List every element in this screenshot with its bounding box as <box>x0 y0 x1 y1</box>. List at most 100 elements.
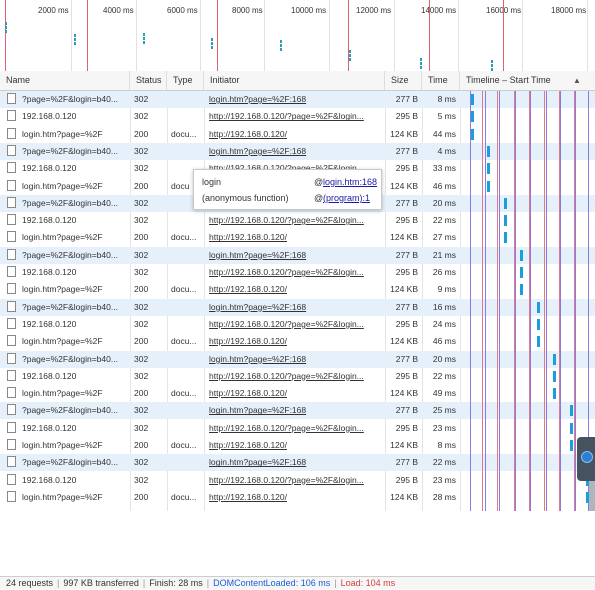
table-row[interactable]: login.htm?page=%2F 200 docu... http://192.1… <box>0 281 595 298</box>
table-row[interactable]: ?page=%2F&login=b40... 302 login.htm?page=… <box>0 298 595 316</box>
request-initiator-link[interactable]: login.htm?page=%2F:168 <box>209 457 307 468</box>
table-row[interactable]: login.htm?page=%2F 200 docu... http://192.1… <box>0 229 595 246</box>
request-initiator-link[interactable]: http://192.168.0.120/ <box>209 388 287 399</box>
table-row[interactable]: 192.168.0.120 302 http://192.168.0.120/?pa… <box>0 160 595 177</box>
floating-widget[interactable] <box>577 437 595 481</box>
table-row[interactable]: login.htm?page=%2F 200 docu... http://192.1… <box>0 385 595 402</box>
stack-frame-link[interactable]: login.htm:168 <box>323 177 378 187</box>
request-time: 8 ms <box>437 440 456 450</box>
overview-request-tick <box>5 22 7 25</box>
dom-content-loaded-marker <box>546 91 547 511</box>
sort-ascending-icon[interactable]: ▲ <box>573 76 581 85</box>
column-name[interactable]: Name <box>0 71 130 90</box>
request-initiator-link[interactable]: http://192.168.0.120/?page=%2F&login... <box>209 215 364 226</box>
timeline-bar[interactable] <box>553 388 556 400</box>
request-time: 16 ms <box>432 301 456 312</box>
request-name: login.htm?page=%2F <box>22 388 103 399</box>
column-time[interactable]: Time <box>422 71 460 90</box>
request-status: 200 <box>134 180 149 191</box>
column-timeline[interactable]: Timeline – Start Time ▲ <box>460 71 595 90</box>
request-initiator-link[interactable]: http://192.168.0.120/ <box>209 336 287 347</box>
document-icon <box>7 439 16 450</box>
request-initiator-link[interactable]: http://192.168.0.120/?page=%2F&login... <box>209 318 364 329</box>
request-name: ?page=%2F&login=b40... <box>22 353 118 364</box>
request-initiator-link[interactable]: login.htm?page=%2F:168 <box>209 94 307 104</box>
timeline-bar[interactable] <box>570 440 573 451</box>
timeline-bar[interactable] <box>504 215 507 227</box>
timeline-bar[interactable] <box>487 180 490 192</box>
timeline-bar[interactable] <box>471 128 474 140</box>
stack-frame-link[interactable]: (program):1 <box>323 193 371 203</box>
table-row[interactable]: login.htm?page=%2F 200 docu... http://192.1… <box>0 437 595 454</box>
timeline-bar[interactable] <box>520 284 523 296</box>
column-type[interactable]: Type <box>167 71 204 90</box>
overview-gridline <box>136 0 137 71</box>
table-row[interactable]: login.htm?page=%2F 200 docu... http://192.1… <box>0 126 595 143</box>
timeline-bar[interactable] <box>537 318 540 330</box>
request-initiator-link[interactable]: http://192.168.0.120/?page=%2F&login... <box>209 267 364 277</box>
request-initiator-link[interactable]: http://192.168.0.120/ <box>209 232 287 243</box>
document-icon <box>7 335 16 347</box>
table-row[interactable]: login.htm?page=%2F 200 docu... http://192.1… <box>0 333 595 350</box>
request-initiator-link[interactable]: login.htm?page=%2F:168 <box>209 249 307 260</box>
table-row[interactable]: ?page=%2F&login=b40... 302 login.htm?page=… <box>0 246 595 264</box>
timeline-bar[interactable] <box>471 94 474 105</box>
overview-load-marker <box>217 0 218 71</box>
request-initiator-link[interactable]: http://192.168.0.120/?page=%2F&login... <box>205 160 383 177</box>
timeline-bar[interactable] <box>487 145 490 157</box>
table-row[interactable]: ?page=%2F&login=b40... 302 login.htm?page=… <box>0 142 595 160</box>
request-initiator-link[interactable]: http://192.168.0.120/?page=%2F&login... <box>209 474 364 485</box>
table-row[interactable]: ?page=%2F&login=b40... 302 login.htm?page=… <box>0 91 595 108</box>
request-initiator-link[interactable]: http://192.168.0.120/ <box>209 284 287 295</box>
timeline-bar[interactable] <box>471 111 474 123</box>
request-initiator-link[interactable]: http://192.168.0.120/?page=%2F&login... <box>209 370 364 381</box>
request-initiator-link[interactable]: http://192.168.0.120/ <box>209 491 287 502</box>
request-initiator-link[interactable]: http://192.168.0.120/ <box>209 128 287 139</box>
timeline-bar[interactable] <box>487 163 490 175</box>
initiator-tooltip: login @ login.htm:168 (anonymous functio… <box>193 169 382 210</box>
table-row[interactable]: 192.168.0.120 302 http://192.168.0.120/?pa… <box>0 212 595 229</box>
table-row[interactable]: ?page=%2F&login=b40... 302 login.htm?page=… <box>0 454 595 472</box>
timeline-bar[interactable] <box>520 249 523 261</box>
timeline-bar[interactable] <box>504 197 507 209</box>
table-row[interactable]: 192.168.0.120 302 http://192.168.0.120/?pa… <box>0 368 595 385</box>
overview-request-tick <box>5 26 7 29</box>
column-status[interactable]: Status <box>130 71 167 90</box>
overview-request-tick <box>420 66 422 69</box>
document-icon <box>7 421 16 433</box>
request-initiator-link[interactable]: http://192.168.0.120/ <box>209 440 287 450</box>
timeline-overview[interactable]: 2000 ms 4000 ms 6000 ms 8000 ms 10000 ms 1200… <box>0 0 595 72</box>
column-initiator[interactable]: Initiator <box>204 71 385 90</box>
timeline-bar[interactable] <box>586 491 589 503</box>
table-row[interactable]: 192.168.0.120 302 http://192.168.0.120/?pa… <box>0 108 595 125</box>
overview-request-tick <box>280 44 282 47</box>
request-size: 124 KB <box>390 336 418 347</box>
timeline-bar[interactable] <box>570 422 573 434</box>
request-initiator-link[interactable]: http://192.168.0.120/?page=%2F&login... <box>209 422 364 433</box>
timeline-bar[interactable] <box>520 267 523 278</box>
timeline-bar[interactable] <box>570 405 573 417</box>
table-row[interactable]: 192.168.0.120 302 http://192.168.0.120/?pa… <box>0 316 595 333</box>
table-row[interactable]: 192.168.0.120 302 http://192.168.0.120/?pa… <box>0 472 595 489</box>
timeline-bar[interactable] <box>553 370 556 382</box>
table-row[interactable]: ?page=%2F&login=b40... 302 login.htm?page=… <box>0 402 595 420</box>
table-row[interactable]: ?page=%2F&login=b40... 302 login.htm?page=… <box>0 350 595 368</box>
vertical-scrollbar[interactable] <box>589 481 595 511</box>
table-row[interactable]: 192.168.0.120 302 http://192.168.0.120/?pa… <box>0 264 595 281</box>
request-initiator-link[interactable]: login.htm?page=%2F:168 <box>209 301 307 312</box>
table-row[interactable]: 192.168.0.120 302 http://192.168.0.120/?pa… <box>0 420 595 437</box>
request-size: 124 KB <box>390 388 418 399</box>
request-initiator-link[interactable]: login.htm?page=%2F:168 <box>209 353 307 364</box>
timeline-bar[interactable] <box>537 301 540 313</box>
table-row[interactable]: login.htm?page=%2F 200 docu... http://192.1… <box>0 489 595 506</box>
request-time: 49 ms <box>432 388 456 399</box>
timeline-bar[interactable] <box>553 353 556 365</box>
request-initiator-link[interactable]: login.htm?page=%2F:168 <box>209 405 307 416</box>
column-size[interactable]: Size <box>385 71 422 90</box>
overview-load-marker <box>503 0 504 71</box>
request-status: 200 <box>134 440 149 450</box>
request-initiator-link[interactable]: login.htm?page=%2F:168 <box>209 145 307 156</box>
request-initiator-link[interactable]: http://192.168.0.120/?page=%2F&login... <box>209 111 364 122</box>
timeline-bar[interactable] <box>537 336 540 348</box>
timeline-bar[interactable] <box>504 232 507 244</box>
